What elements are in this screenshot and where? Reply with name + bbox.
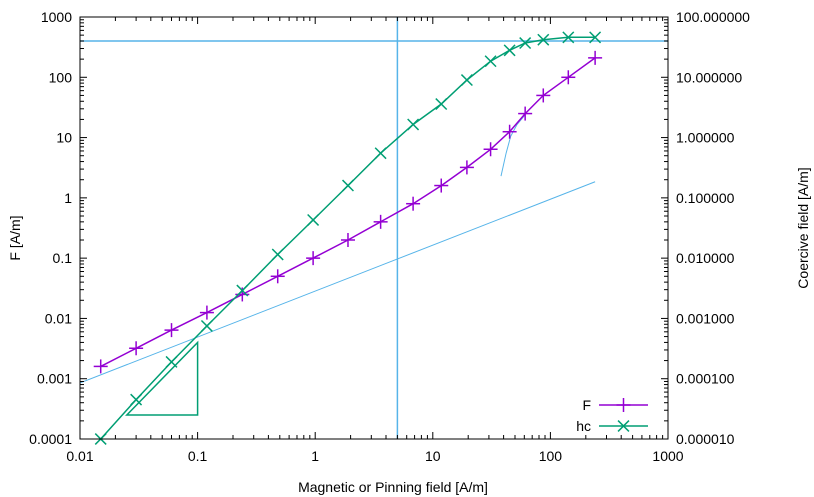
data-point-f: [129, 341, 144, 356]
slope-triangle-shape: [125, 340, 199, 416]
data-point-f: [536, 88, 551, 103]
y-tick-label: 10: [56, 130, 72, 146]
data-point-f: [373, 214, 388, 229]
series-line-hc: [100, 36, 596, 440]
y2-tick-label: 0.000100: [676, 371, 735, 387]
legend-marker-hc: [617, 420, 630, 432]
y2-tick-label: 0.010000: [676, 250, 735, 266]
data-point-hc: [307, 213, 320, 226]
data-point-hc: [271, 248, 284, 261]
x-tick-label: 1000: [652, 448, 683, 464]
x-tick-label: 0.01: [66, 448, 93, 464]
data-point-hc: [165, 355, 178, 368]
data-point-f: [306, 251, 321, 266]
y2-tick-label: 1.000000: [676, 130, 735, 146]
legend-label-hc: hc: [576, 418, 591, 434]
data-point-hc: [236, 284, 249, 297]
series-line-f: [100, 57, 596, 368]
data-point-f: [588, 50, 603, 65]
y2-tick-label: 0.000010: [676, 431, 735, 447]
data-point-f: [199, 305, 214, 320]
data-point-hc: [374, 147, 387, 160]
data-point-hc: [503, 44, 516, 57]
data-point-f: [406, 196, 421, 211]
data-point-f: [434, 178, 449, 193]
x-tick-label: 10: [425, 448, 441, 464]
data-point-hc: [562, 31, 575, 44]
y-axis-label: F [A/m]: [7, 215, 23, 260]
data-point-f: [502, 124, 517, 139]
y2-tick-label: 10.000000: [676, 69, 742, 85]
y2-tick-label: 100.000000: [676, 9, 750, 25]
data-point-f: [164, 323, 179, 338]
y-tick-label: 0.001: [37, 371, 72, 387]
data-point-f: [340, 232, 355, 247]
data-point-hc: [200, 319, 213, 332]
data-point-f: [483, 142, 498, 157]
data-point-hc: [435, 98, 448, 111]
slope-triangle: [125, 340, 199, 416]
data-point-hc: [341, 179, 354, 192]
ticks-layer: [79, 16, 669, 440]
tick-labels: 0.01 0.1 1 10 100 1000 0.0001 0.001 0.01 0.1 1 10 10…: [29, 9, 750, 464]
fit-line: [79, 181, 596, 384]
data-point-hc: [460, 74, 473, 87]
reference-lines: [79, 17, 668, 439]
y-tick-label: 0.01: [45, 310, 72, 326]
y-tick-label: 1000: [41, 9, 72, 25]
y2-axis-label: Coercive field [A/m]: [795, 167, 811, 288]
y-tick-label: 100: [49, 69, 73, 85]
x-tick-label: 100: [539, 448, 563, 464]
x-axis-label: Magnetic or Pinning field [A/m]: [298, 479, 488, 495]
data-point-hc: [589, 31, 602, 44]
y2-tick-label: 0.001000: [676, 310, 735, 326]
y-tick-label: 0.1: [53, 250, 73, 266]
y-tick-label: 0.0001: [29, 431, 72, 447]
legend-samples: [599, 398, 648, 432]
data-point-f: [561, 70, 576, 85]
data-point-f: [270, 269, 285, 284]
data-point-f: [93, 359, 108, 374]
legend: F hc: [576, 397, 648, 434]
data-point-hc: [407, 118, 420, 131]
data-point-f: [518, 106, 533, 121]
x-tick-label: 0.1: [188, 448, 208, 464]
y2-tick-label: 0.100000: [676, 190, 735, 206]
legend-marker-f: [616, 398, 631, 412]
data-point-f: [459, 160, 474, 175]
series-layer: [93, 31, 603, 445]
x-tick-label: 1: [311, 448, 319, 464]
plot-frame: [79, 16, 669, 440]
data-point-hc: [537, 33, 550, 46]
steep-reference-curve: [500, 115, 525, 177]
data-point-hc: [519, 37, 532, 50]
y-tick-label: 1: [64, 190, 72, 206]
legend-label-f: F: [582, 397, 591, 413]
data-point-hc: [130, 393, 143, 406]
data-point-hc: [484, 55, 497, 68]
